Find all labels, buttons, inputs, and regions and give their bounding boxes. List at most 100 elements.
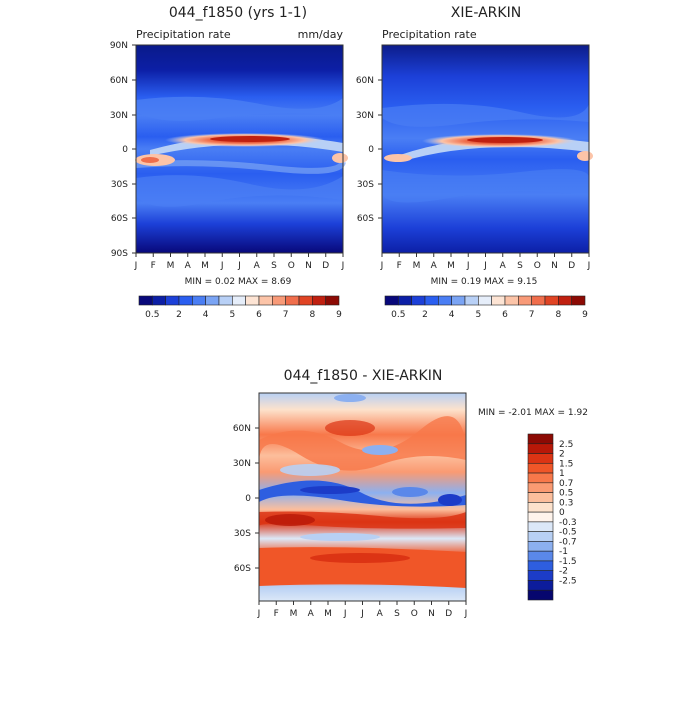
y-tick-label: 90N (110, 41, 128, 51)
x-tick-label: M (290, 609, 298, 619)
colorbar-label: 0 (559, 508, 565, 518)
x-tick-label: O (411, 609, 418, 619)
x-tick-label: M (324, 609, 332, 619)
colorbar-swatch (527, 580, 554, 591)
y-tick-label: 30S (357, 180, 374, 190)
colorbar-label: 6 (256, 310, 262, 320)
colorbar-label: 7 (283, 310, 289, 320)
y-tick-label: 0 (368, 145, 374, 155)
y-tick-label: 30S (111, 180, 128, 190)
x-tick-label: A (377, 609, 384, 619)
x-tick-label: O (534, 261, 541, 271)
x-tick-label: D (322, 261, 329, 271)
colorbar-swatch (451, 295, 466, 306)
colorbar-label: 4 (203, 310, 209, 320)
colorbar-swatch (424, 295, 439, 306)
colorbar-swatch (527, 502, 554, 513)
panel-c-colorbar: 2.521.510.70.50.30-0.3-0.5-0.7-1-1.5-2-2… (527, 433, 577, 601)
colorbar-swatch (285, 295, 300, 306)
x-tick-label: J (134, 261, 138, 271)
colorbar-label: 1 (559, 469, 565, 479)
y-tick-label: 90S (111, 249, 128, 259)
colorbar-swatch (464, 295, 479, 306)
y-tick-label: 30N (233, 459, 251, 469)
colorbar-label: 7 (529, 310, 535, 320)
x-tick-label: A (431, 261, 438, 271)
panel-a-plot (135, 44, 348, 254)
colorbar-swatch (152, 295, 166, 306)
colorbar-swatch (527, 570, 554, 581)
colorbar-label: 5 (229, 310, 235, 320)
colorbar-swatch (527, 482, 554, 493)
panel-a-y-axis: 90N 60N 30N 0 30S 60S 90S (110, 41, 136, 259)
y-tick-label: 60N (233, 424, 251, 434)
colorbar-swatch (527, 453, 554, 464)
colorbar-swatch (491, 295, 506, 306)
colorbar-label: 2 (176, 310, 182, 320)
y-tick-label: 30N (110, 111, 128, 121)
colorbar-label: 1.5 (559, 459, 573, 469)
colorbar-swatch (178, 295, 193, 306)
panel-a-title: 044_f1850 (yrs 1-1) (169, 5, 307, 21)
panel-a-colorbar: 0.5 2 4 5 6 7 8 9 (138, 295, 342, 320)
colorbar-swatch (527, 492, 554, 503)
y-tick-label: 0 (122, 145, 128, 155)
x-tick-label: A (308, 609, 315, 619)
colorbar-swatch (398, 295, 412, 306)
y-tick-label: 30S (234, 529, 251, 539)
x-tick-label: N (551, 261, 558, 271)
colorbar-swatch (527, 589, 554, 601)
colorbar-swatch (518, 295, 532, 306)
x-tick-label: J (237, 261, 241, 271)
panel-a-minmax: MIN = 0.02 MAX = 8.69 (185, 277, 292, 287)
x-tick-label: F (274, 609, 279, 619)
x-tick-label: J (466, 261, 470, 271)
x-tick-label: J (257, 609, 261, 619)
panel-b-plot (381, 44, 593, 254)
colorbar-label: -1 (559, 547, 568, 557)
panel-b-title: XIE-ARKIN (451, 5, 521, 21)
colorbar-swatch (411, 295, 426, 306)
colorbar-label: 6 (502, 310, 508, 320)
x-tick-label: S (517, 261, 523, 271)
x-tick-label: J (587, 261, 591, 271)
x-tick-label: J (360, 609, 364, 619)
y-tick-label: 60S (234, 564, 251, 574)
colorbar-swatch (138, 295, 153, 306)
colorbar-swatch (571, 295, 586, 306)
x-tick-label: F (397, 261, 402, 271)
colorbar-label: 2.5 (559, 440, 573, 450)
x-tick-label: M (201, 261, 209, 271)
colorbar-swatch (504, 295, 519, 306)
colorbar-swatch (232, 295, 246, 306)
x-tick-label: J (343, 609, 347, 619)
x-tick-label: F (151, 261, 156, 271)
colorbar-label: 8 (309, 310, 315, 320)
colorbar-label: 9 (582, 310, 588, 320)
colorbar-label: 0.3 (559, 498, 573, 508)
panel-b-y-axis: 60N 30N 0 30S 60S (356, 76, 382, 224)
colorbar-swatch (384, 295, 399, 306)
colorbar-swatch (258, 295, 273, 306)
colorbar-label: 0.5 (559, 489, 573, 499)
colorbar-label: -2.5 (559, 576, 577, 586)
colorbar-label: -0.7 (559, 537, 577, 547)
colorbar-swatch (527, 560, 554, 572)
colorbar-label: 8 (555, 310, 561, 320)
x-tick-label: D (445, 609, 452, 619)
panel-b-colorbar: 0.5 2 4 5 6 7 8 9 (384, 295, 588, 320)
colorbar-swatch (218, 295, 233, 306)
colorbar-swatch (478, 295, 492, 306)
colorbar-swatch (527, 541, 554, 552)
colorbar-label: 0.5 (391, 310, 405, 320)
colorbar-swatch (298, 295, 313, 306)
colorbar-label: -0.5 (559, 528, 577, 538)
panel-a-subtitle-left: Precipitation rate (136, 28, 231, 41)
colorbar-swatch (527, 521, 554, 532)
x-tick-label: N (428, 609, 435, 619)
x-tick-label: J (380, 261, 384, 271)
